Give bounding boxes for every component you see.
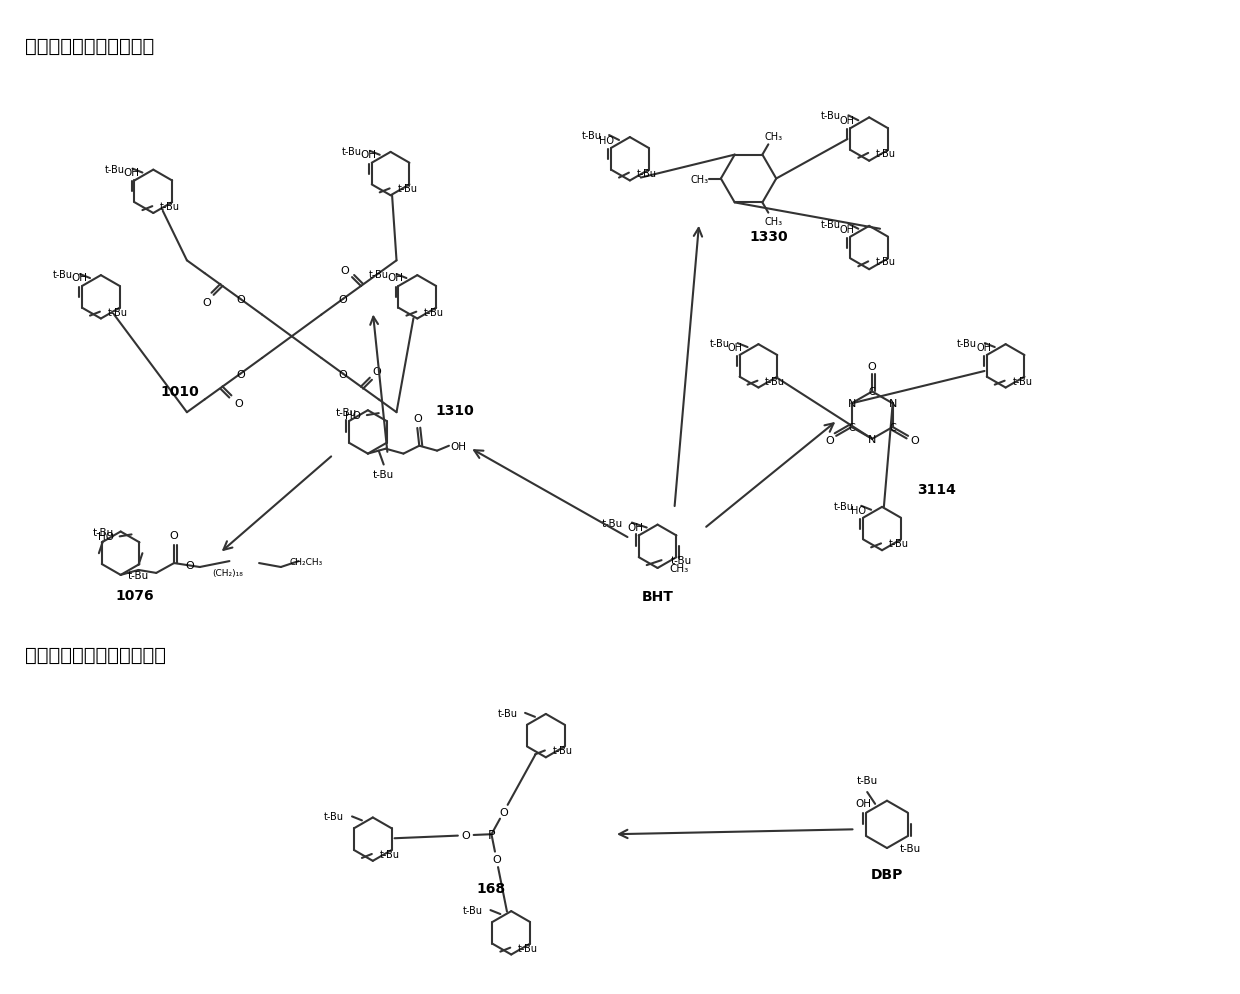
Text: OH: OH (856, 798, 872, 808)
Text: OH: OH (976, 343, 991, 353)
Text: C: C (889, 422, 897, 432)
Text: C: C (848, 422, 854, 432)
Text: HO: HO (98, 532, 114, 542)
Text: O: O (236, 370, 244, 380)
Text: OH: OH (451, 441, 466, 451)
Text: OH: OH (124, 167, 140, 177)
Text: t-Bu: t-Bu (336, 408, 357, 417)
Text: OH: OH (839, 225, 854, 235)
Text: CH₃: CH₃ (670, 564, 689, 574)
Text: t-Bu: t-Bu (709, 339, 730, 349)
Text: O: O (825, 435, 833, 445)
Text: O: O (910, 435, 919, 445)
Text: t-Bu: t-Bu (889, 539, 909, 549)
Text: t-Bu: t-Bu (636, 168, 657, 179)
Text: t-Bu: t-Bu (342, 147, 362, 157)
Text: t-Bu: t-Bu (833, 501, 853, 511)
Text: t-Bu: t-Bu (553, 746, 573, 755)
Text: O: O (339, 294, 347, 304)
Text: 对称性受阻酚类抗氧化剂: 对称性受阻酚类抗氧化剂 (25, 37, 154, 56)
Text: t-Bu: t-Bu (582, 131, 601, 141)
Text: t-Bu: t-Bu (601, 518, 622, 528)
Text: HO: HO (599, 136, 614, 146)
Text: C: C (869, 387, 875, 397)
Text: t-Bu: t-Bu (1012, 377, 1033, 387)
Text: t-Bu: t-Bu (160, 202, 180, 212)
Text: t-Bu: t-Bu (379, 849, 399, 859)
Text: O: O (341, 265, 350, 275)
Text: OH: OH (361, 150, 377, 160)
Text: 1010: 1010 (161, 384, 200, 399)
Text: CH₃: CH₃ (764, 217, 782, 227)
Text: t-Bu: t-Bu (397, 184, 418, 194)
Text: O: O (372, 366, 382, 376)
Text: O: O (500, 807, 508, 817)
Text: O: O (236, 294, 244, 304)
Text: t-Bu: t-Bu (671, 556, 692, 566)
Text: t-Bu: t-Bu (900, 843, 921, 853)
Text: CH₃: CH₃ (764, 132, 782, 142)
Text: t-Bu: t-Bu (497, 708, 517, 718)
Text: t-Bu: t-Bu (857, 775, 878, 785)
Text: 1076: 1076 (115, 588, 154, 602)
Text: OH: OH (388, 272, 403, 283)
Text: t-Bu: t-Bu (821, 111, 841, 121)
Text: N: N (847, 399, 856, 409)
Text: t-Bu: t-Bu (875, 257, 897, 267)
Text: 3114: 3114 (916, 483, 956, 497)
Text: O: O (461, 830, 470, 841)
Text: t-Bu: t-Bu (765, 377, 785, 387)
Text: O: O (202, 297, 211, 308)
Text: HO: HO (345, 411, 361, 420)
Text: 1310: 1310 (435, 404, 474, 417)
Text: OH: OH (71, 272, 87, 283)
Text: N: N (868, 434, 877, 444)
Text: t-Bu: t-Bu (368, 269, 388, 280)
Text: t-Bu: t-Bu (463, 906, 482, 915)
Text: t-Bu: t-Bu (424, 307, 444, 317)
Text: O: O (413, 414, 422, 423)
Text: t-Bu: t-Bu (52, 269, 72, 280)
Text: t-Bu: t-Bu (518, 942, 538, 952)
Text: 168: 168 (477, 882, 506, 896)
Text: OH: OH (839, 116, 854, 126)
Text: O: O (339, 370, 347, 380)
Text: t-Bu: t-Bu (821, 220, 841, 230)
Text: OH: OH (627, 522, 644, 532)
Text: 1330: 1330 (749, 230, 787, 244)
Text: t-Bu: t-Bu (128, 571, 149, 580)
Text: t-Bu: t-Bu (104, 164, 125, 174)
Text: P: P (487, 828, 495, 841)
Text: O: O (492, 855, 501, 865)
Text: t-Bu: t-Bu (373, 470, 394, 480)
Text: CH₃: CH₃ (691, 174, 708, 184)
Text: O: O (170, 531, 179, 541)
Text: t-Bu: t-Bu (957, 339, 977, 349)
Text: N: N (889, 399, 897, 409)
Text: BHT: BHT (641, 589, 673, 603)
Text: t-Bu: t-Bu (108, 307, 128, 317)
Text: 非对称性受阻酚类抗氧化剂: 非对称性受阻酚类抗氧化剂 (25, 645, 166, 664)
Text: O: O (186, 561, 195, 571)
Text: t-Bu: t-Bu (324, 812, 345, 822)
Text: t-Bu: t-Bu (92, 527, 114, 537)
Text: HO: HO (851, 505, 866, 515)
Text: (CH₂)₁₈: (CH₂)₁₈ (212, 569, 243, 578)
Text: O: O (234, 399, 243, 409)
Text: t-Bu: t-Bu (875, 149, 897, 159)
Text: O: O (868, 362, 877, 372)
Text: DBP: DBP (870, 867, 903, 881)
Text: OH: OH (727, 343, 743, 353)
Text: CH₂CH₃: CH₂CH₃ (290, 557, 324, 566)
